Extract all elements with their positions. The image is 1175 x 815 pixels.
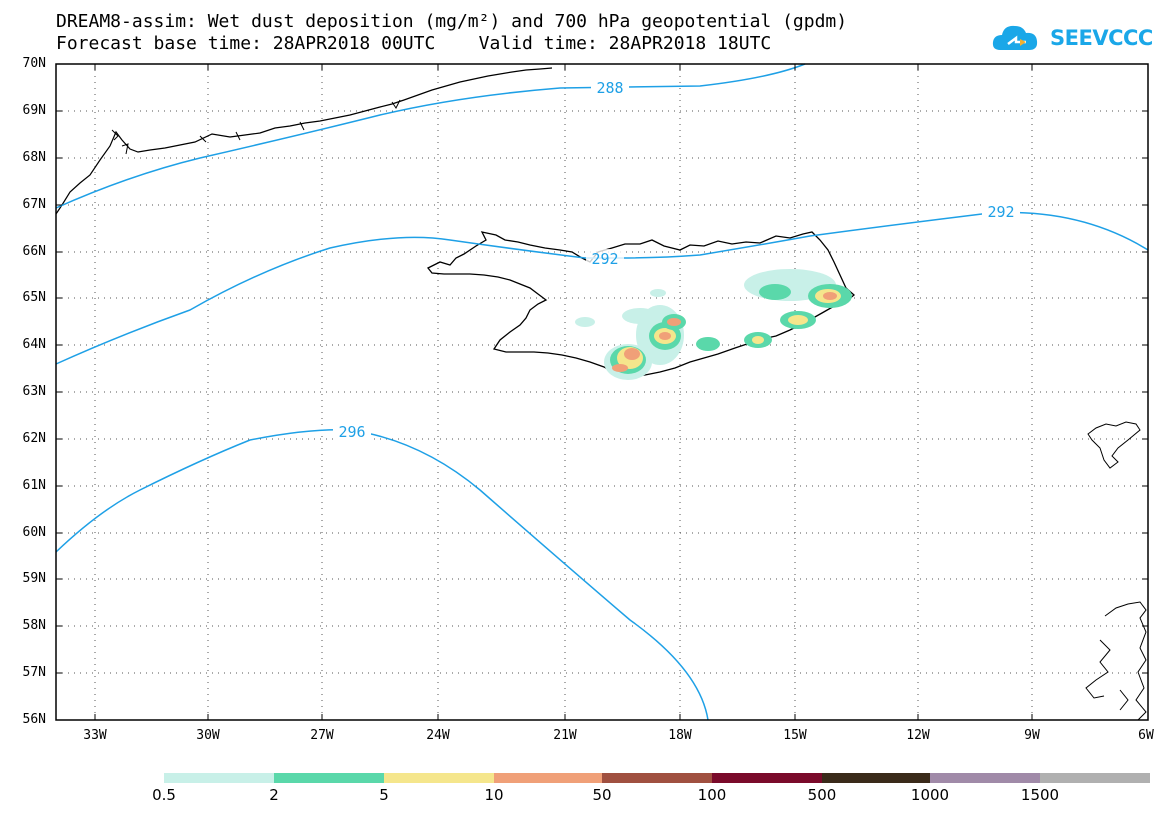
colorbar-label: 1000 bbox=[910, 786, 950, 804]
lon-label: 24W bbox=[426, 728, 450, 743]
lat-label: 59N bbox=[22, 571, 46, 586]
lat-label: 64N bbox=[22, 337, 46, 352]
colorbar-label: 5 bbox=[379, 786, 389, 804]
lon-label: 27W bbox=[310, 728, 334, 743]
colorbar-label: 0.5 bbox=[152, 786, 176, 804]
iceland-coast bbox=[426, 231, 856, 377]
graticule bbox=[56, 64, 1148, 720]
colorbar-swatch-7 bbox=[930, 773, 1040, 783]
colorbar-swatch-1 bbox=[274, 773, 384, 783]
colorbar-label: 100 bbox=[697, 786, 727, 804]
colorbar-label: 10 bbox=[484, 786, 504, 804]
colorbar-swatch-5 bbox=[712, 773, 822, 783]
logo-text: SEEVCCC bbox=[1050, 26, 1153, 50]
colorbar-swatch-2 bbox=[384, 773, 494, 783]
lat-label: 70N bbox=[22, 56, 46, 71]
colorbar-label: 1500 bbox=[1020, 786, 1060, 804]
contour-label-292-b: 292 bbox=[987, 203, 1014, 221]
lon-label: 18W bbox=[668, 728, 692, 743]
lat-label: 69N bbox=[22, 103, 46, 118]
contour-label-292-a: 292 bbox=[591, 250, 618, 268]
lon-label: 12W bbox=[906, 728, 930, 743]
colorbar-swatch-3 bbox=[494, 773, 602, 783]
lon-label: 6W bbox=[1138, 728, 1154, 743]
contour-292-west bbox=[55, 211, 1149, 365]
contour-296 bbox=[55, 428, 709, 721]
colorbar-label: 2 bbox=[269, 786, 279, 804]
contour-label-288: 288 bbox=[596, 79, 623, 97]
lat-label: 60N bbox=[22, 525, 46, 540]
lat-label: 68N bbox=[22, 150, 46, 165]
lat-label: 58N bbox=[22, 618, 46, 633]
lon-label: 30W bbox=[196, 728, 220, 743]
lat-label: 57N bbox=[22, 665, 46, 680]
colorbar-swatch-6 bbox=[822, 773, 930, 783]
colorbar-label: 500 bbox=[807, 786, 837, 804]
dust-deposition-field bbox=[575, 269, 852, 380]
lon-label: 9W bbox=[1024, 728, 1040, 743]
map-subtitle: Forecast base time: 28APR2018 00UTC Vali… bbox=[56, 33, 772, 54]
lat-label: 62N bbox=[22, 431, 46, 446]
contour-288 bbox=[55, 63, 806, 209]
map-title: DREAM8-assim: Wet dust deposition (mg/m²… bbox=[56, 11, 848, 32]
colorbar-swatch-0 bbox=[164, 773, 274, 783]
lat-label: 67N bbox=[22, 197, 46, 212]
faroe-islands bbox=[1087, 421, 1141, 469]
lon-label: 15W bbox=[783, 728, 807, 743]
lon-label: 21W bbox=[553, 728, 577, 743]
greenland-coast-detail bbox=[111, 99, 401, 155]
greenland-coast bbox=[55, 67, 553, 215]
lon-label: 33W bbox=[83, 728, 107, 743]
colorbar-swatch-8 bbox=[1040, 773, 1150, 783]
geopotential-contours bbox=[55, 63, 1149, 721]
lat-label: 61N bbox=[22, 478, 46, 493]
contour-label-296: 296 bbox=[338, 423, 365, 441]
lat-label: 63N bbox=[22, 384, 46, 399]
cloud-logo-icon bbox=[992, 25, 1038, 50]
scotland-coast bbox=[1085, 601, 1147, 721]
lat-label: 66N bbox=[22, 244, 46, 259]
lat-label: 65N bbox=[22, 290, 46, 305]
colorbar-swatch-4 bbox=[602, 773, 712, 783]
lat-label: 56N bbox=[22, 712, 46, 727]
colorbar-label: 50 bbox=[592, 786, 612, 804]
